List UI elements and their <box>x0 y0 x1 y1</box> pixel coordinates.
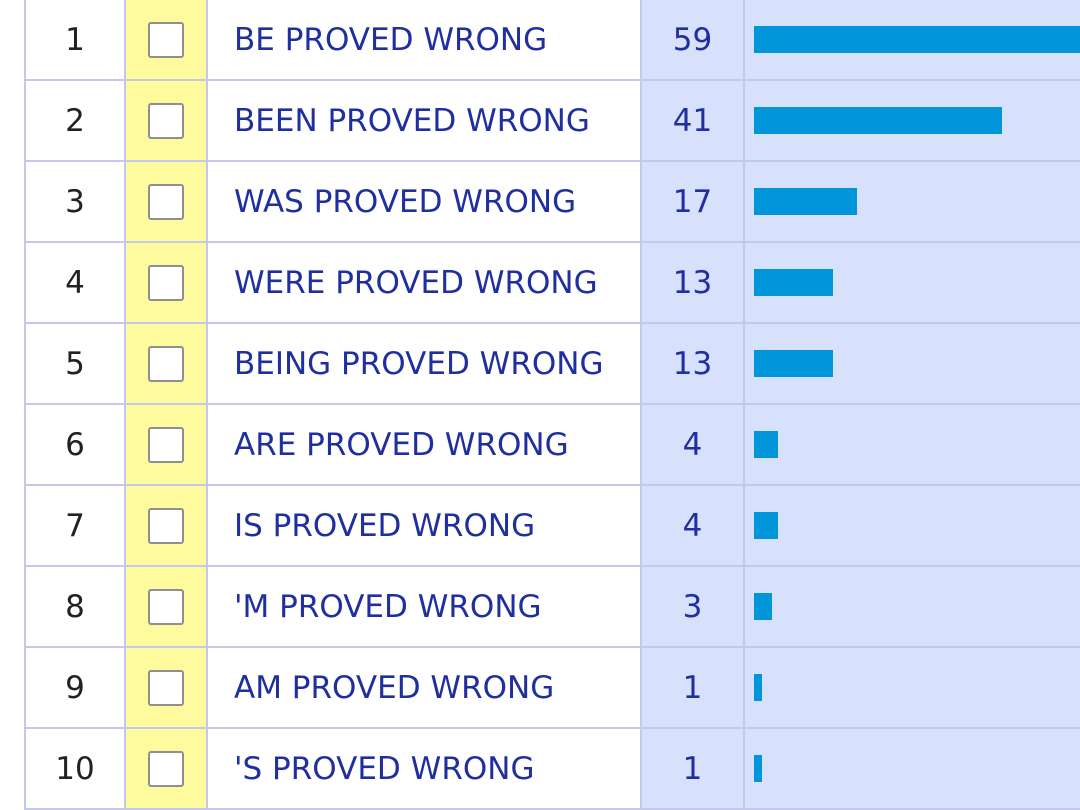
bar-cell <box>743 79 1080 162</box>
phrase-cell: 'S PROVED WRONG <box>206 727 642 810</box>
results-body: 1 BE PROVED WRONG 59 2 BEEN PROVED WRONG… <box>24 0 1080 810</box>
table-row: 1 BE PROVED WRONG 59 <box>24 0 1080 81</box>
frequency-cell: 13 <box>640 241 745 324</box>
table-row: 10 'S PROVED WRONG 1 <box>24 727 1080 810</box>
select-cell <box>124 79 208 162</box>
frequency-cell: 4 <box>640 484 745 567</box>
phrase-cell: BEING PROVED WRONG <box>206 322 642 405</box>
phrase-link[interactable]: 'M PROVED WRONG <box>234 588 542 625</box>
rank-cell: 3 <box>24 160 126 243</box>
select-checkbox[interactable] <box>148 183 184 220</box>
select-checkbox[interactable] <box>148 588 184 625</box>
table-row: 6 ARE PROVED WRONG 4 <box>24 403 1080 486</box>
phrase-cell: ARE PROVED WRONG <box>206 403 642 486</box>
table-row: 8 'M PROVED WRONG 3 <box>24 565 1080 648</box>
phrase-link[interactable]: IS PROVED WRONG <box>234 507 536 544</box>
rank-cell: 9 <box>24 646 126 729</box>
bar-cell <box>743 322 1080 405</box>
frequency-bar <box>754 107 1002 134</box>
frequency-cell: 4 <box>640 403 745 486</box>
frequency-cell: 13 <box>640 322 745 405</box>
select-checkbox[interactable] <box>148 426 184 463</box>
select-checkbox[interactable] <box>148 264 184 301</box>
phrase-link[interactable]: ARE PROVED WRONG <box>234 426 569 463</box>
rank-cell: 1 <box>24 0 126 81</box>
bar-cell <box>743 0 1080 81</box>
phrase-link[interactable]: WERE PROVED WRONG <box>234 264 598 301</box>
phrase-cell: AM PROVED WRONG <box>206 646 642 729</box>
frequency-cell: 17 <box>640 160 745 243</box>
frequency-results-table: 1 BE PROVED WRONG 59 2 BEEN PROVED WRONG… <box>24 0 1080 810</box>
table-row: 5 BEING PROVED WRONG 13 <box>24 322 1080 405</box>
rank-cell: 2 <box>24 79 126 162</box>
rank-cell: 4 <box>24 241 126 324</box>
frequency-bar <box>754 26 1080 53</box>
table-row: 3 WAS PROVED WRONG 17 <box>24 160 1080 243</box>
rank-cell: 8 <box>24 565 126 648</box>
frequency-bar <box>754 269 833 296</box>
select-checkbox[interactable] <box>148 669 184 706</box>
frequency-cell: 41 <box>640 79 745 162</box>
select-cell <box>124 403 208 486</box>
select-cell <box>124 646 208 729</box>
bar-cell <box>743 160 1080 243</box>
bar-cell <box>743 403 1080 486</box>
select-checkbox[interactable] <box>148 21 184 58</box>
frequency-bar <box>754 674 762 701</box>
frequency-bar <box>754 350 833 377</box>
rank-cell: 10 <box>24 727 126 810</box>
rank-cell: 7 <box>24 484 126 567</box>
phrase-cell: IS PROVED WRONG <box>206 484 642 567</box>
select-cell <box>124 0 208 81</box>
bar-cell <box>743 646 1080 729</box>
select-cell <box>124 484 208 567</box>
frequency-bar <box>754 431 778 458</box>
select-cell <box>124 160 208 243</box>
phrase-link[interactable]: BEING PROVED WRONG <box>234 345 604 382</box>
select-cell <box>124 727 208 810</box>
select-checkbox[interactable] <box>148 102 184 139</box>
phrase-link[interactable]: AM PROVED WRONG <box>234 669 555 706</box>
select-checkbox[interactable] <box>148 750 184 787</box>
table-row: 2 BEEN PROVED WRONG 41 <box>24 79 1080 162</box>
frequency-cell: 59 <box>640 0 745 81</box>
frequency-bar <box>754 188 857 215</box>
frequency-cell: 1 <box>640 646 745 729</box>
phrase-cell: BE PROVED WRONG <box>206 0 642 81</box>
bar-cell <box>743 565 1080 648</box>
select-checkbox[interactable] <box>148 345 184 382</box>
rank-cell: 6 <box>24 403 126 486</box>
frequency-bar <box>754 755 762 782</box>
frequency-bar <box>754 512 778 539</box>
table-row: 7 IS PROVED WRONG 4 <box>24 484 1080 567</box>
frequency-bar <box>754 593 772 620</box>
table-row: 4 WERE PROVED WRONG 13 <box>24 241 1080 324</box>
phrase-cell: BEEN PROVED WRONG <box>206 79 642 162</box>
select-checkbox[interactable] <box>148 507 184 544</box>
select-cell <box>124 241 208 324</box>
phrase-link[interactable]: 'S PROVED WRONG <box>234 750 535 787</box>
phrase-link[interactable]: WAS PROVED WRONG <box>234 183 577 220</box>
select-cell <box>124 322 208 405</box>
rank-cell: 5 <box>24 322 126 405</box>
select-cell <box>124 565 208 648</box>
frequency-cell: 1 <box>640 727 745 810</box>
bar-cell <box>743 484 1080 567</box>
phrase-cell: 'M PROVED WRONG <box>206 565 642 648</box>
bar-cell <box>743 727 1080 810</box>
phrase-link[interactable]: BE PROVED WRONG <box>234 21 548 58</box>
phrase-link[interactable]: BEEN PROVED WRONG <box>234 102 590 139</box>
bar-cell <box>743 241 1080 324</box>
frequency-cell: 3 <box>640 565 745 648</box>
table-row: 9 AM PROVED WRONG 1 <box>24 646 1080 729</box>
phrase-cell: WERE PROVED WRONG <box>206 241 642 324</box>
phrase-cell: WAS PROVED WRONG <box>206 160 642 243</box>
